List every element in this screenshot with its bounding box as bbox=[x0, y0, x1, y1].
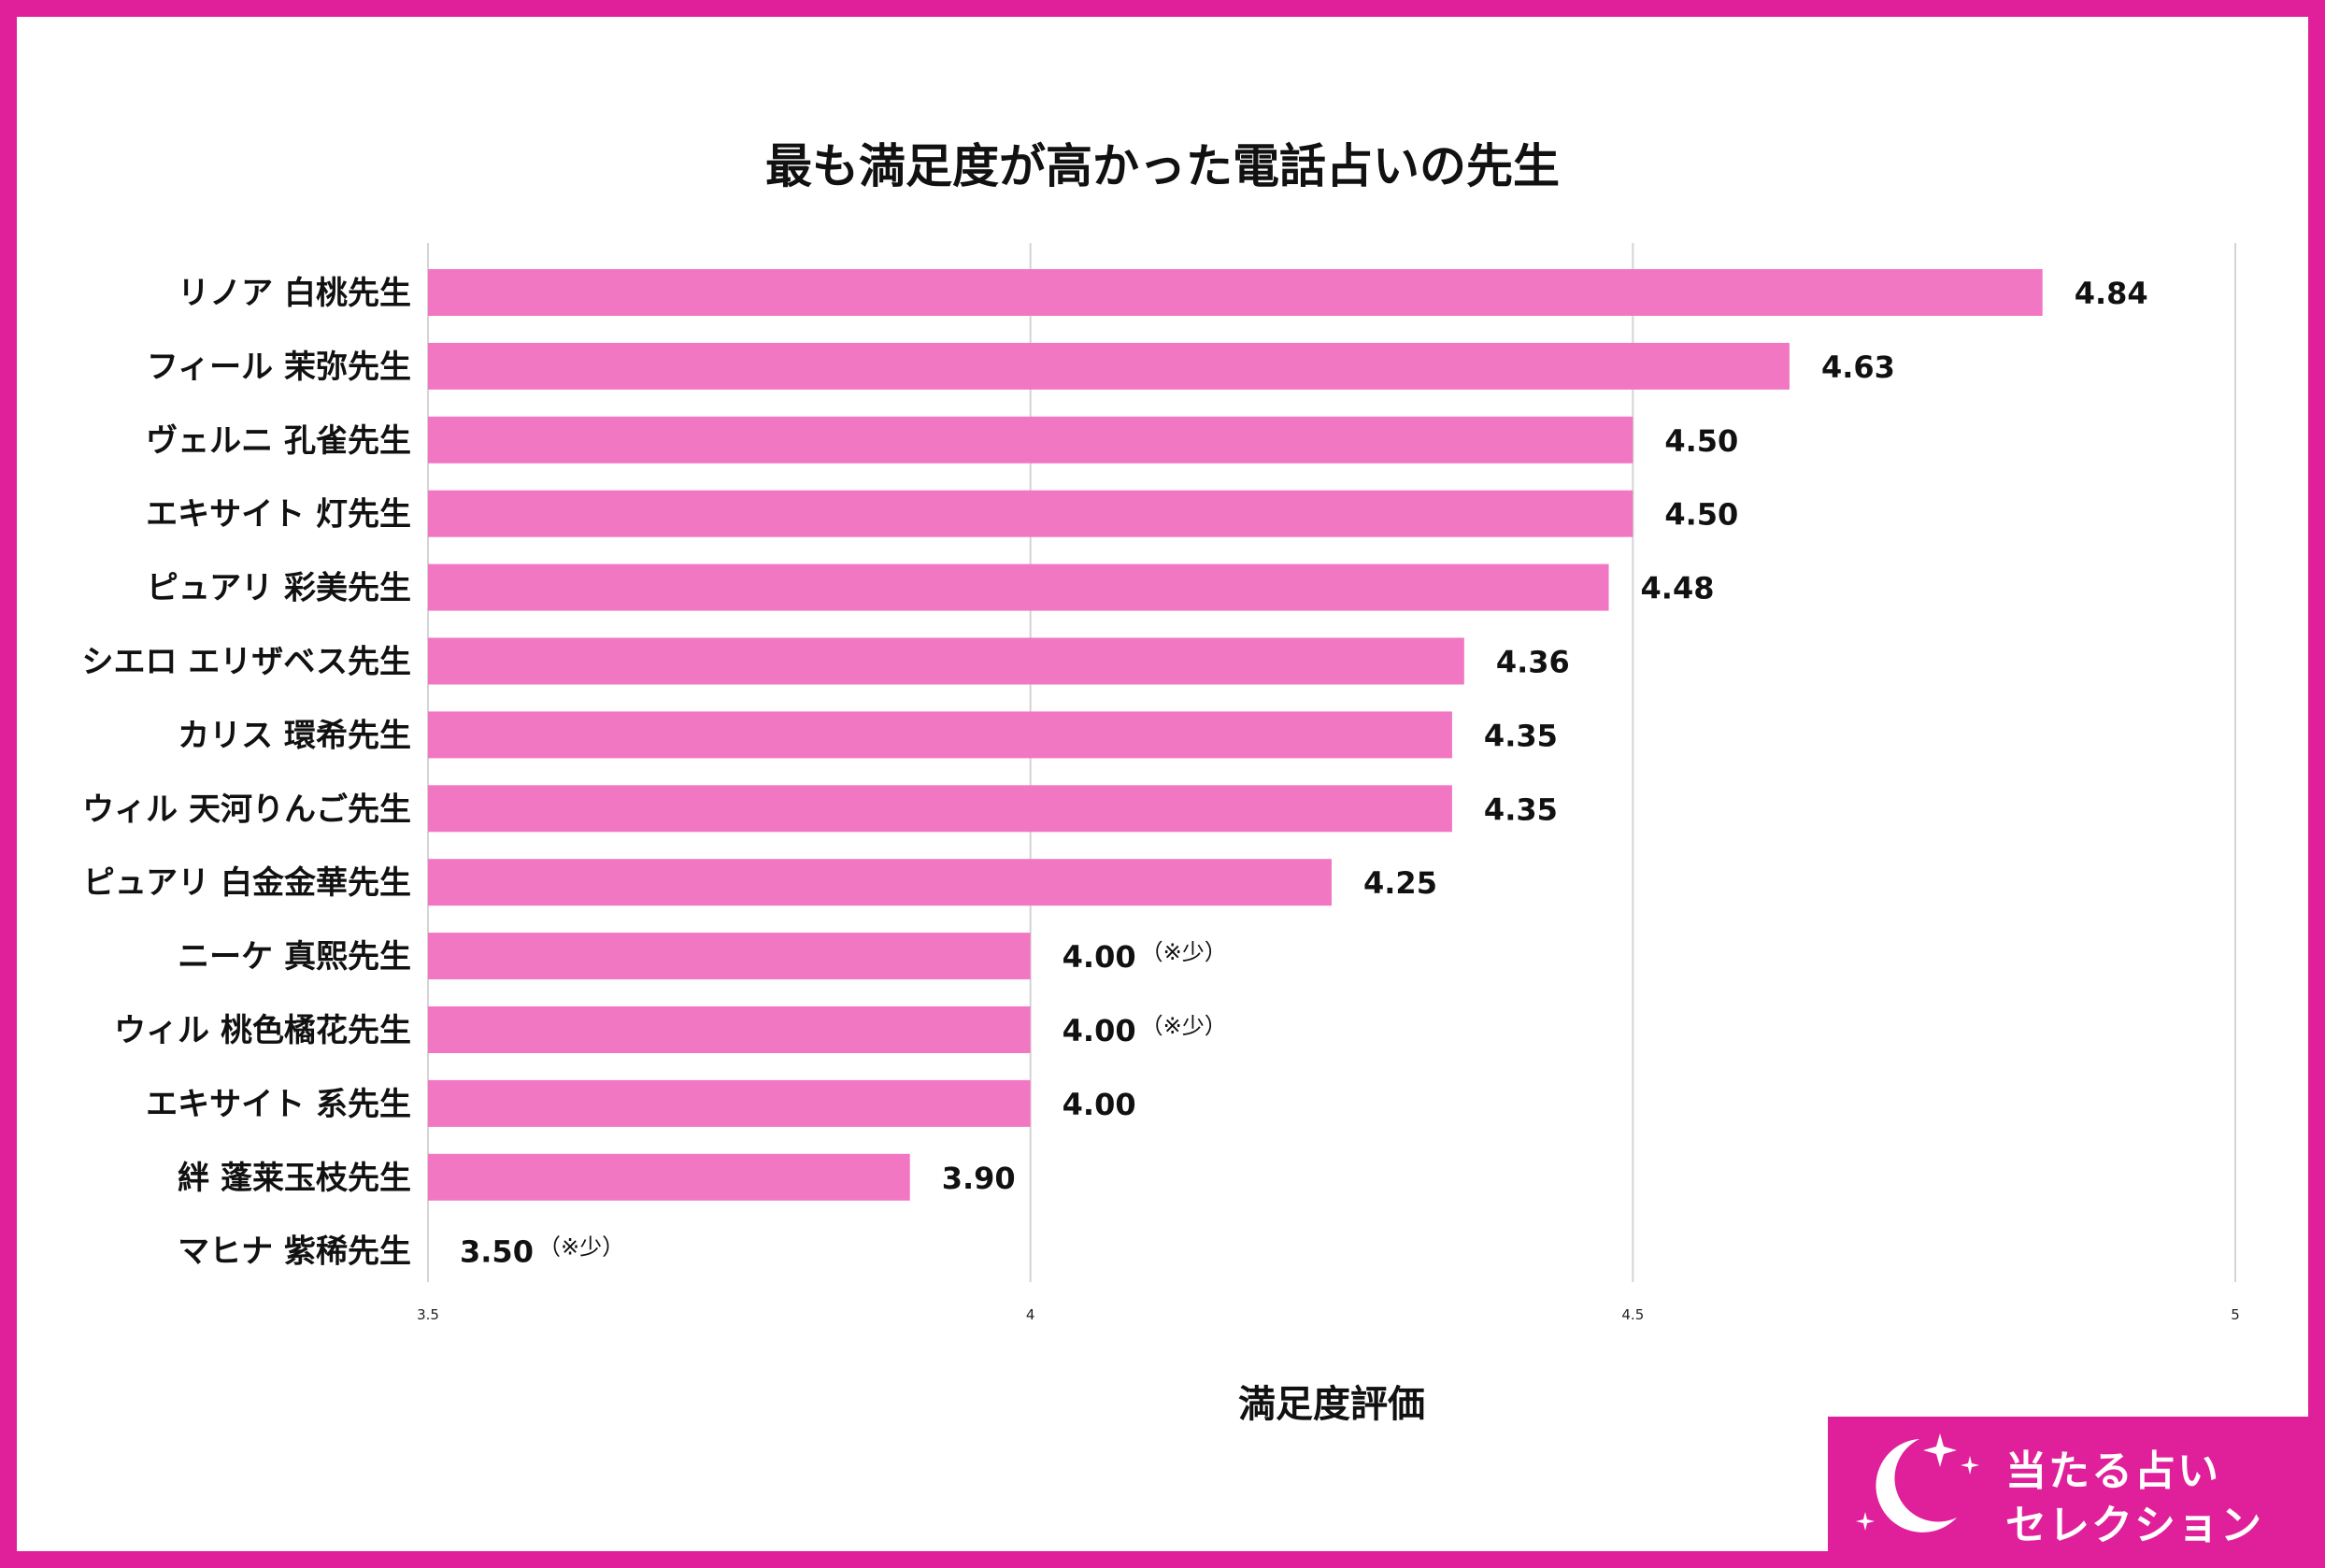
value-note: （※少） bbox=[538, 1234, 624, 1261]
value-note: （※少） bbox=[1141, 939, 1227, 965]
category-label: ニーケ 真熙先生 bbox=[178, 938, 411, 976]
crescent-moon-with-stars-icon bbox=[1856, 1433, 1979, 1532]
category-label: エキサイト 系先生 bbox=[146, 1086, 411, 1123]
value-label: 4.35 bbox=[1484, 791, 1558, 827]
category-label: ヴェルニ 孔雀先生 bbox=[146, 422, 411, 460]
chart-title: 最も満足度が高かった電話占いの先生 bbox=[765, 139, 1560, 193]
category-label: ウィル 桃色橘花先生 bbox=[114, 1012, 411, 1049]
category-label: カリス 環希先生 bbox=[178, 717, 411, 754]
x-axis-label: 満足度評価 bbox=[1238, 1383, 1425, 1426]
bar bbox=[428, 563, 1609, 611]
brand-name-line2: セレクション bbox=[2005, 1502, 2263, 1549]
value-label: 4.50 bbox=[1664, 423, 1738, 459]
value-label: 4.84 bbox=[2075, 276, 2148, 311]
value-label: 4.50 bbox=[1664, 497, 1738, 533]
category-label: フィール 茉弥先生 bbox=[147, 349, 411, 386]
category-label: ウィル 天河りんご先生 bbox=[82, 791, 411, 828]
category-label: シエロ エリザベス先生 bbox=[81, 644, 411, 681]
value-label: 4.63 bbox=[1821, 349, 1895, 385]
value-label: 4.48 bbox=[1641, 571, 1715, 606]
x-tick-label: 4 bbox=[1026, 1306, 1035, 1323]
bar bbox=[428, 490, 1633, 537]
bar bbox=[428, 933, 1031, 980]
value-label: 4.00 bbox=[1063, 1087, 1136, 1122]
value-label: 4.35 bbox=[1484, 718, 1558, 753]
bar bbox=[428, 1006, 1031, 1053]
value-label: 4.00 bbox=[1063, 1013, 1136, 1048]
bar bbox=[428, 785, 1452, 833]
category-label: マヒナ 紫稀先生 bbox=[178, 1233, 411, 1271]
bar bbox=[428, 1153, 910, 1201]
brand-logo: 当たる占い セレクション bbox=[1828, 1417, 2308, 1551]
bar bbox=[428, 269, 2043, 316]
category-label: ピュアリ 彩美先生 bbox=[147, 570, 411, 607]
x-tick-label: 5 bbox=[2231, 1306, 2240, 1323]
bar bbox=[428, 637, 1464, 685]
bar bbox=[428, 342, 1790, 390]
value-note: （※少） bbox=[1141, 1013, 1227, 1039]
value-label: 4.00 bbox=[1063, 939, 1136, 975]
labels: 3.5 4 4.5 5 リノア 白桃先生 4.84 フィール 茉弥先生 4.63 ヴェルニ 孔雀… bbox=[81, 275, 2239, 1323]
category-label: リノア 白桃先生 bbox=[178, 275, 411, 312]
bar bbox=[428, 416, 1633, 463]
bars bbox=[428, 269, 2043, 1201]
value-label: 4.25 bbox=[1363, 865, 1437, 901]
brand-name-line1: 当たる占い bbox=[2005, 1447, 2220, 1495]
value-label: 3.90 bbox=[942, 1161, 1016, 1196]
x-tick-label: 4.5 bbox=[1621, 1306, 1644, 1323]
bar bbox=[428, 859, 1332, 906]
category-label: エキサイト 灯先生 bbox=[146, 496, 411, 534]
bar bbox=[428, 711, 1452, 759]
category-label: 絆 蓬莱玉枝先生 bbox=[178, 1160, 411, 1197]
value-label: 4.36 bbox=[1496, 645, 1570, 680]
bar bbox=[428, 1079, 1031, 1127]
value-label: 3.50 bbox=[460, 1234, 534, 1270]
x-tick-label: 3.5 bbox=[417, 1306, 439, 1323]
category-label: ピュアリ 白金金華先生 bbox=[83, 864, 411, 902]
